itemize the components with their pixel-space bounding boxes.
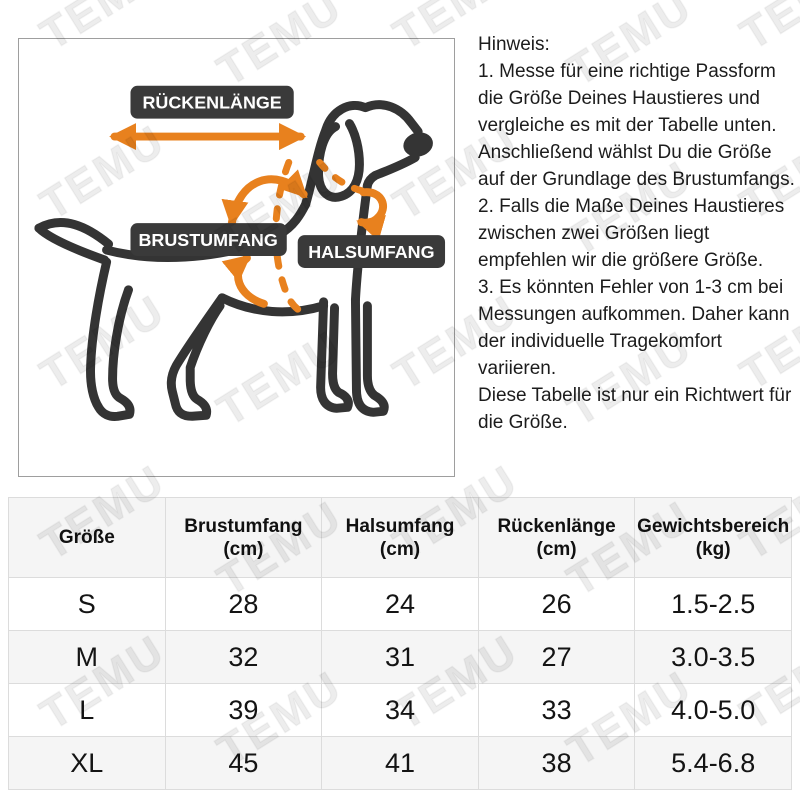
cell-back: 38 xyxy=(477,736,636,790)
cell-weight: 4.0-5.0 xyxy=(634,683,792,737)
cell-size: S xyxy=(8,577,166,631)
dog-diagram-svg: RÜCKENLÄNGE BRUSTUMFANG HALSUMFANG xyxy=(34,85,446,421)
cell-weight: 3.0-3.5 xyxy=(634,630,792,684)
chest-girth-label: BRUSTUMFANG xyxy=(138,230,277,250)
neck-hook-arrow xyxy=(356,188,387,242)
col-header-weight: Gewichtsbereich (kg) xyxy=(634,497,792,578)
col-header-back: Rückenlänge (cm) xyxy=(477,497,636,578)
note-item-3: 3. Es könnten Fehler von 1-3 cm bei Mess… xyxy=(478,277,790,379)
table-row-xl: XL 45 41 38 5.4-6.8 xyxy=(8,736,792,790)
dog-measurement-diagram: RÜCKENLÄNGE BRUSTUMFANG HALSUMFANG xyxy=(18,38,455,477)
col-header-chest: Brustumfang (cm) xyxy=(164,497,323,578)
col-header-neck: Halsumfang (cm) xyxy=(321,497,479,578)
cell-size: XL xyxy=(8,736,166,790)
cell-size: M xyxy=(8,630,166,684)
cell-weight: 5.4-6.8 xyxy=(634,736,792,790)
size-table-header-row: Größe Brustumfang (cm) Halsumfang (cm) R… xyxy=(8,497,792,578)
cell-size: L xyxy=(8,683,166,737)
note-item-2: 2. Falls die Maße Deines Haustieres zwis… xyxy=(478,196,785,271)
note-item-1: 1. Messe für eine richtige Passform die … xyxy=(478,61,795,190)
table-row-l: L 39 34 33 4.0-5.0 xyxy=(8,683,792,737)
cell-chest: 32 xyxy=(164,630,323,684)
notes-panel: Hinweis: 1. Messe für eine richtige Pass… xyxy=(478,31,798,436)
cell-neck: 41 xyxy=(321,736,479,790)
cell-weight: 1.5-2.5 xyxy=(634,577,792,631)
chest-under-arrow xyxy=(221,254,268,308)
table-row-s: S 28 24 26 1.5-2.5 xyxy=(8,577,792,631)
cell-back: 33 xyxy=(477,683,636,737)
cell-neck: 24 xyxy=(321,577,479,631)
cell-chest: 28 xyxy=(164,577,323,631)
neck-girth-dashed-line xyxy=(316,158,377,197)
measurement-arrows xyxy=(109,123,387,319)
neck-girth-label: HALSUMFANG xyxy=(308,242,434,262)
notes-title: Hinweis: xyxy=(478,34,550,55)
cell-back: 27 xyxy=(477,630,636,684)
note-item-4: Diese Tabelle ist nur ein Richtwert für … xyxy=(478,385,792,433)
cell-back: 26 xyxy=(477,577,636,631)
table-row-m: M 32 31 27 3.0-3.5 xyxy=(8,630,792,684)
col-header-size: Größe xyxy=(8,497,166,578)
back-length-label: RÜCKENLÄNGE xyxy=(142,93,281,113)
cell-chest: 45 xyxy=(164,736,323,790)
cell-neck: 34 xyxy=(321,683,479,737)
cell-chest: 39 xyxy=(164,683,323,737)
diagram-labels: RÜCKENLÄNGE BRUSTUMFANG HALSUMFANG xyxy=(130,85,446,268)
dog-nose xyxy=(403,132,433,157)
size-table: Größe Brustumfang (cm) Halsumfang (cm) R… xyxy=(8,497,792,790)
chest-arch-arrow xyxy=(221,169,308,228)
cell-neck: 31 xyxy=(321,630,479,684)
chest-girth-dashed-line xyxy=(272,158,314,319)
